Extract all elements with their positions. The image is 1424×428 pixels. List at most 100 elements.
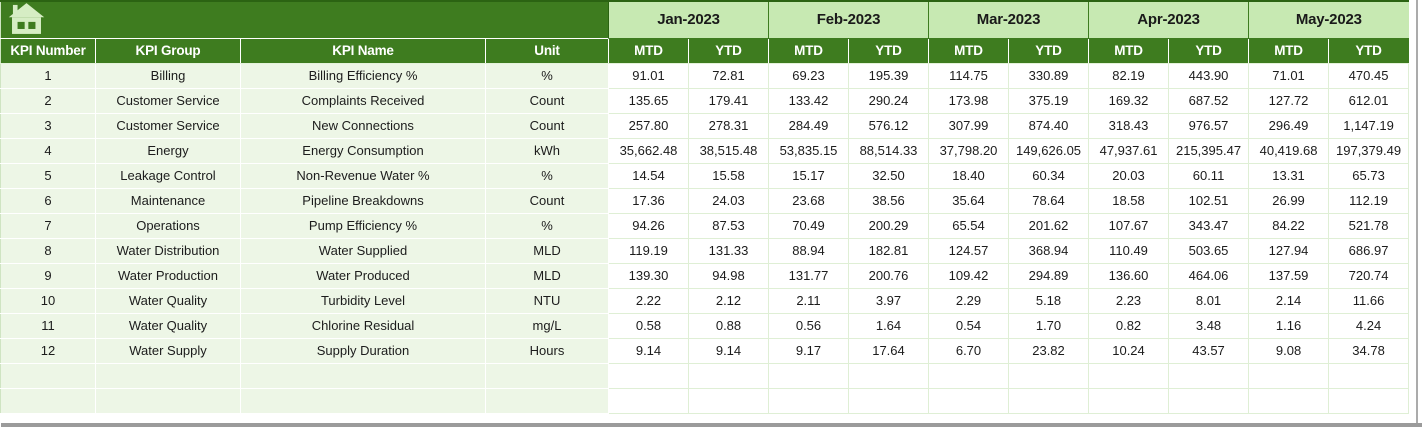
cell-kpi-number: 5 [0, 163, 96, 189]
empty-cell [485, 363, 609, 389]
empty-cell [1088, 388, 1170, 414]
cell-kpi-number: 8 [0, 238, 96, 264]
cell-value: 53,835.15 [768, 138, 849, 164]
cell-value: 2.12 [688, 288, 769, 314]
subheader-ytd: YTD [688, 38, 769, 64]
empty-row [0, 363, 1410, 389]
cell-value: 3.97 [848, 288, 929, 314]
cell-kpi-group: Maintenance [95, 188, 241, 214]
subheader-mtd: MTD [768, 38, 849, 64]
cell-value: 2.11 [768, 288, 849, 314]
cell-value: 43.57 [1168, 338, 1250, 364]
cell-value: 3.48 [1168, 313, 1250, 339]
cell-value: 9.14 [608, 338, 689, 364]
cell-value: 307.99 [928, 113, 1009, 139]
cell-value: 15.58 [688, 163, 769, 189]
cell-value: 91.01 [608, 63, 689, 89]
cell-value: 0.58 [608, 313, 689, 339]
cell-value: 60.34 [1008, 163, 1090, 189]
cell-kpi-number: 9 [0, 263, 96, 289]
cell-kpi-name: Turbidity Level [240, 288, 486, 314]
empty-cell [1168, 388, 1250, 414]
cell-value: 375.19 [1008, 88, 1090, 114]
cell-value: 65.73 [1328, 163, 1410, 189]
cell-unit: % [485, 163, 609, 189]
cell-kpi-name: Chlorine Residual [240, 313, 486, 339]
cell-value: 94.98 [688, 263, 769, 289]
table-corner-header [0, 1, 609, 39]
cell-value: 2.23 [1088, 288, 1170, 314]
cell-value: 102.51 [1168, 188, 1250, 214]
cell-kpi-name: Water Produced [240, 263, 486, 289]
cell-value: 23.82 [1008, 338, 1090, 364]
cell-value: 69.23 [768, 63, 849, 89]
empty-cell [1168, 363, 1250, 389]
empty-cell [608, 388, 689, 414]
cell-kpi-group: Water Quality [95, 288, 241, 314]
cell-value: 173.98 [928, 88, 1009, 114]
cell-value: 26.99 [1248, 188, 1330, 214]
empty-cell [608, 363, 689, 389]
cell-value: 2.22 [608, 288, 689, 314]
cell-value: 9.17 [768, 338, 849, 364]
empty-cell [1008, 363, 1090, 389]
cell-kpi-name: Water Supplied [240, 238, 486, 264]
cell-unit: Count [485, 113, 609, 139]
cell-value: 18.58 [1088, 188, 1170, 214]
column-header: KPI Group [95, 38, 241, 64]
cell-unit: % [485, 213, 609, 239]
month-header: May-2023 [1248, 1, 1409, 39]
cell-value: 470.45 [1328, 63, 1410, 89]
cell-value: 78.64 [1008, 188, 1090, 214]
cell-value: 127.94 [1248, 238, 1330, 264]
cell-kpi-name: Billing Efficiency % [240, 63, 486, 89]
home-icon[interactable] [8, 2, 45, 34]
cell-value: 136.60 [1088, 263, 1170, 289]
window-right-edge [1416, 0, 1418, 424]
cell-value: 127.72 [1248, 88, 1330, 114]
table-row: 7 Operations Pump Efficiency %% 94.26 87.53 7… [0, 213, 1410, 239]
column-header: Unit [485, 38, 609, 64]
cell-value: 201.62 [1008, 213, 1090, 239]
empty-row [0, 388, 1410, 414]
cell-kpi-number: 4 [0, 138, 96, 164]
cell-unit: kWh [485, 138, 609, 164]
cell-kpi-group: Water Quality [95, 313, 241, 339]
table-row: 11 Water Quality Chlorine Residual mg/L 0.58… [0, 313, 1410, 339]
column-header: KPI Number [0, 38, 96, 64]
cell-unit: Count [485, 188, 609, 214]
cell-value: 9.08 [1248, 338, 1330, 364]
month-header: Apr-2023 [1088, 1, 1249, 39]
table-row: 2 Customer Service Complaints Received Coun… [0, 88, 1410, 114]
cell-value: 200.29 [848, 213, 929, 239]
cell-unit: MLD [485, 238, 609, 264]
empty-cell [1008, 388, 1090, 414]
cell-value: 84.22 [1248, 213, 1330, 239]
cell-value: 114.75 [928, 63, 1009, 89]
cell-value: 576.12 [848, 113, 929, 139]
cell-value: 109.42 [928, 263, 1009, 289]
cell-unit: % [485, 63, 609, 89]
cell-value: 1.16 [1248, 313, 1330, 339]
empty-cell [768, 388, 849, 414]
cell-value: 112.19 [1328, 188, 1410, 214]
empty-cell [928, 388, 1009, 414]
cell-unit: NTU [485, 288, 609, 314]
cell-unit: mg/L [485, 313, 609, 339]
cell-value: 296.49 [1248, 113, 1330, 139]
cell-value: 87.53 [688, 213, 769, 239]
cell-kpi-number: 2 [0, 88, 96, 114]
month-header: Jan-2023 [608, 1, 769, 39]
cell-kpi-number: 11 [0, 313, 96, 339]
table-row: 4 Energy Energy Consumption kWh 35,662.48 38,… [0, 138, 1410, 164]
cell-kpi-name: Supply Duration [240, 338, 486, 364]
table-row: 9 Water Production Water Produced MLD 139.30… [0, 263, 1410, 289]
empty-cell [95, 388, 241, 414]
cell-value: 131.33 [688, 238, 769, 264]
subheader-mtd: MTD [1248, 38, 1330, 64]
cell-value: 24.03 [688, 188, 769, 214]
cell-value: 443.90 [1168, 63, 1250, 89]
empty-cell [0, 388, 96, 414]
cell-value: 343.47 [1168, 213, 1250, 239]
